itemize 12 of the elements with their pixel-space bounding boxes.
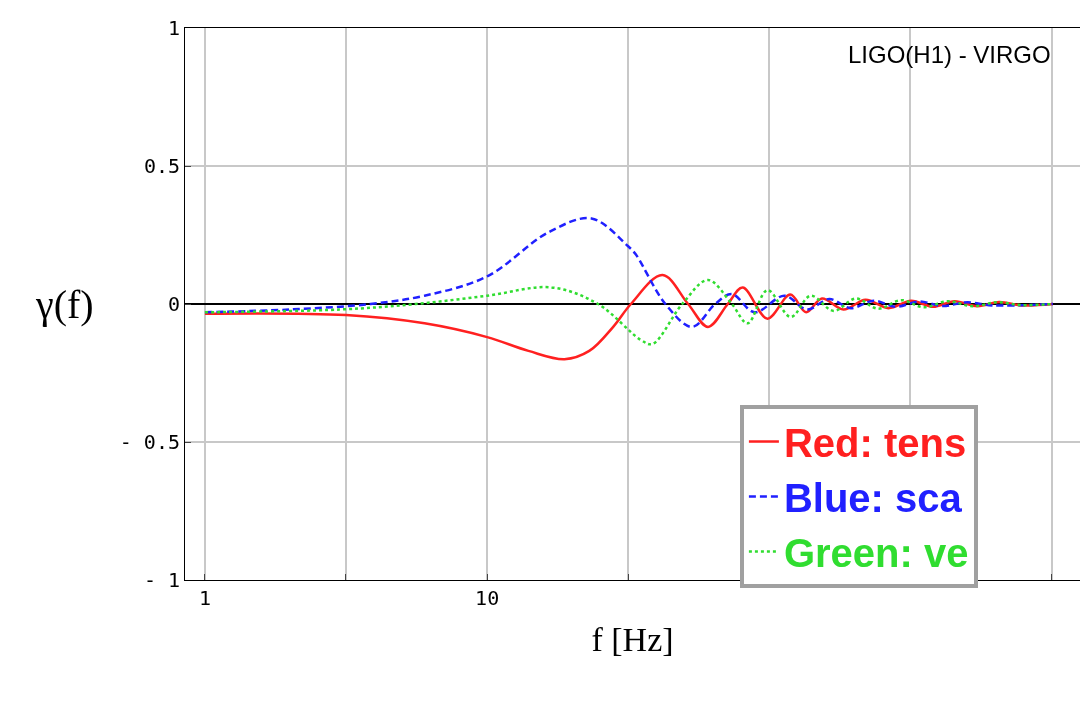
legend-label: Blue: sca (783, 476, 963, 521)
y-tick-label: 0.5 (143, 154, 180, 178)
x-tick-label: 10 (475, 586, 500, 610)
legend-label: Green: ve (783, 531, 969, 576)
x-axis-title: f [Hz] (591, 621, 674, 659)
y-tick-label: - 1 (143, 568, 180, 592)
annotation: LIGO(H1) - VIRGO (848, 41, 1051, 68)
y-tick-label: - 0.5 (119, 430, 180, 454)
y-tick-label: 1 (167, 16, 180, 40)
legend-label: Red: tens (783, 421, 967, 466)
y-axis-title: γ(f) (35, 282, 94, 327)
y-tick-label: 0 (167, 292, 180, 316)
